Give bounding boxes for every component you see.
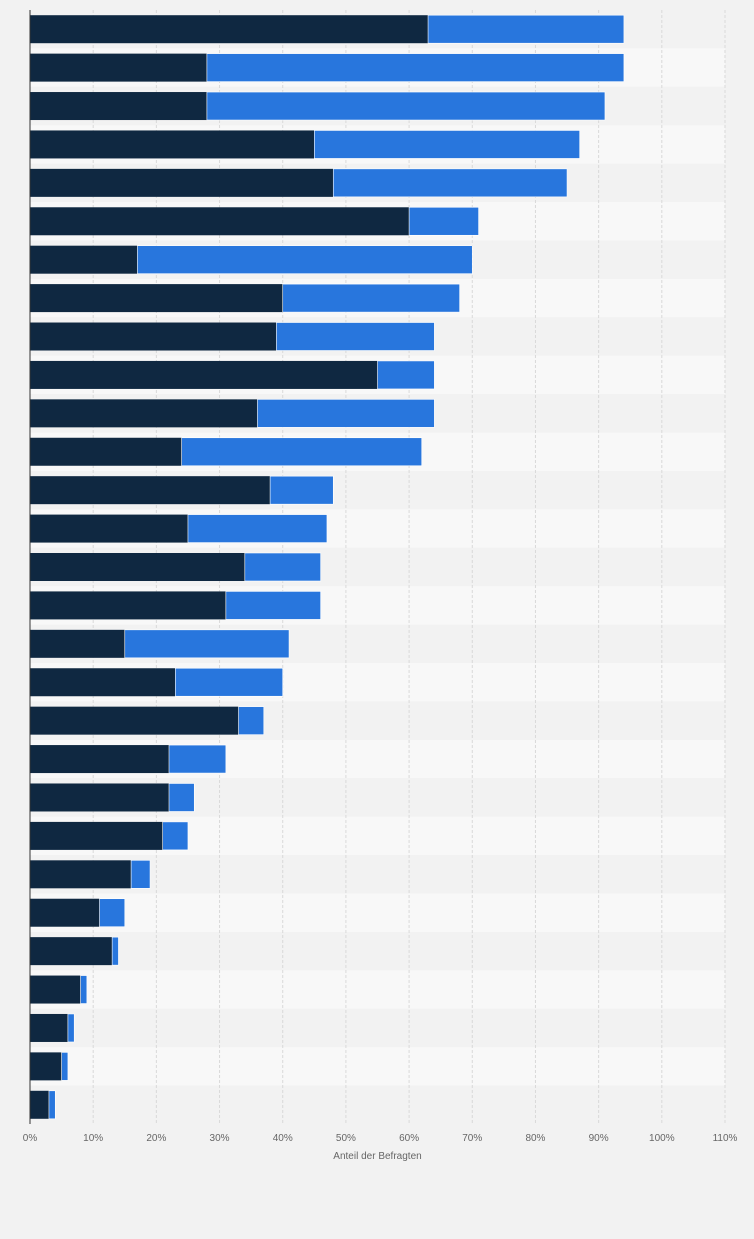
bar-segment-series-2 (269, 475, 334, 505)
bar-segment-series-1 (30, 360, 378, 389)
bar-segment-series-2 (332, 168, 568, 198)
row-band (30, 970, 725, 1009)
x-axis-title: Anteil der Befragten (333, 1151, 421, 1162)
bars (30, 14, 625, 1120)
bar-segment-series-1 (30, 668, 176, 697)
bar-segment-series-2 (238, 706, 265, 735)
bar-segment-series-2 (225, 591, 321, 620)
bar-segment-series-2 (282, 283, 460, 313)
bar-segment-series-2 (377, 360, 435, 390)
bar-segment-series-1 (30, 937, 113, 966)
bar-segment-series-1 (30, 783, 169, 812)
bar-segment-series-2 (276, 322, 435, 351)
bar-segment-series-2 (206, 91, 606, 121)
x-tick-label: 110% (713, 1133, 738, 1144)
bar-segment-series-1 (30, 1052, 62, 1081)
x-tick-label: 90% (589, 1133, 609, 1144)
x-tick-label: 40% (273, 1133, 293, 1144)
bar-segment-series-2 (162, 821, 189, 851)
bar-segment-series-1 (30, 706, 239, 735)
bar-segment-series-1 (30, 629, 125, 658)
x-tick-label: 100% (649, 1133, 675, 1144)
row-band (30, 931, 725, 971)
bar-segment-series-2 (137, 245, 473, 274)
bar-segment-series-1 (30, 476, 271, 505)
bar-segment-series-1 (30, 975, 81, 1004)
bar-segment-series-1 (30, 399, 258, 428)
bar-segment-series-2 (427, 14, 625, 44)
x-tick-label: 10% (83, 1133, 103, 1144)
bar-segment-series-1 (30, 860, 132, 889)
bar-segment-series-2 (130, 860, 151, 889)
row-band (30, 893, 725, 932)
bar-segment-series-1 (30, 322, 277, 351)
bar-segment-series-1 (30, 284, 283, 313)
bar-segment-series-2 (257, 399, 435, 428)
bar-segment-series-2 (80, 975, 88, 1004)
bar-segment-series-2 (111, 936, 119, 966)
x-tick-labels: 0% 10% 20% 30% 40% 50% 60% 70% 80% 90% 100% 110% (23, 1133, 738, 1144)
bar-segment-series-1 (30, 130, 315, 159)
bar-segment-series-1 (30, 898, 100, 927)
bar-segment-series-1 (30, 745, 169, 774)
bar-segment-series-2 (124, 629, 290, 659)
bar-segment-series-1 (30, 168, 334, 197)
x-tick-label: 20% (146, 1133, 166, 1144)
bar-segment-series-2 (314, 130, 580, 159)
bar-segment-series-2 (244, 552, 321, 582)
bar-segment-series-1 (30, 437, 182, 466)
bar-segment-series-1 (30, 1013, 68, 1042)
x-tick-label: 0% (23, 1133, 38, 1144)
bar-segment-series-2 (181, 437, 423, 467)
bar-segment-series-1 (30, 207, 410, 236)
x-tick-label: 80% (525, 1133, 545, 1144)
bar-segment-series-1 (30, 92, 207, 121)
bar-segment-series-1 (30, 821, 163, 850)
bar-segment-series-2 (61, 1052, 69, 1081)
row-band (30, 1085, 725, 1124)
x-tick-label: 70% (462, 1133, 482, 1144)
bar-segment-series-2 (168, 783, 195, 812)
bar-segment-series-1 (30, 245, 138, 274)
bar-segment-series-2 (168, 744, 227, 774)
x-tick-label: 50% (336, 1133, 356, 1144)
row-band (30, 1008, 725, 1048)
bar-segment-series-1 (30, 591, 226, 620)
bar-segment-series-1 (30, 1090, 49, 1119)
bar-segment-series-2 (48, 1090, 56, 1120)
bar-segment-series-2 (206, 53, 625, 82)
bar-segment-series-2 (408, 206, 479, 236)
bar-segment-series-1 (30, 53, 207, 82)
bar-segment-series-2 (187, 514, 328, 543)
bar-segment-series-1 (30, 514, 188, 543)
bar-segment-series-1 (30, 15, 429, 44)
bar-segment-series-2 (67, 1013, 75, 1043)
bar-segment-series-1 (30, 553, 245, 581)
bar-segment-series-2 (175, 667, 284, 697)
row-band (30, 1047, 725, 1086)
x-tick-label: 60% (399, 1133, 419, 1144)
bar-segment-series-2 (99, 898, 126, 928)
x-tick-label: 30% (210, 1133, 230, 1144)
